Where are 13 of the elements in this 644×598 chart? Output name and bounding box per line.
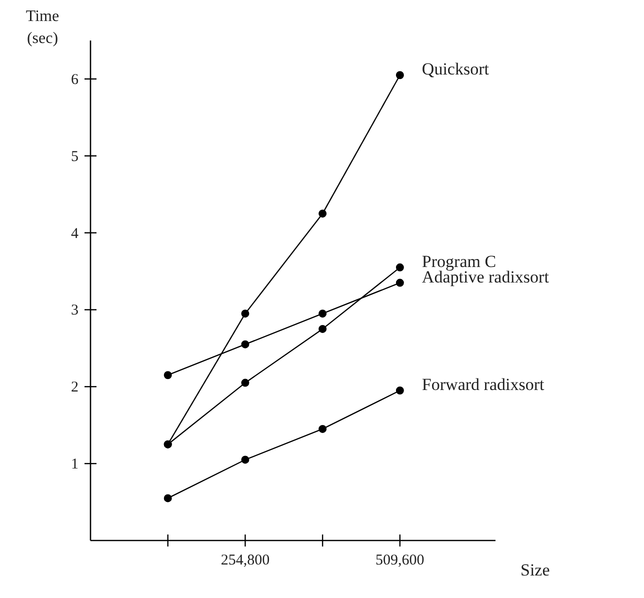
y-tick-label: 3: [71, 302, 78, 319]
x-tick-label: 254,800: [220, 552, 270, 568]
series-label: Quicksort: [422, 60, 490, 79]
y-tick-label: 6: [71, 72, 79, 88]
y-tick-label: 2: [71, 380, 78, 396]
y-axis-title: Time (sec): [26, 8, 60, 47]
series-label: Forward radixsort: [422, 375, 544, 394]
y-tick-label: 1: [71, 456, 78, 473]
series-label: Program C: [422, 252, 496, 271]
y-tick-label: 5: [71, 148, 78, 165]
y-tick-label: 4: [71, 226, 79, 242]
x-tick-label: 509,600: [376, 552, 424, 568]
x-axis-title: Size: [520, 560, 550, 580]
